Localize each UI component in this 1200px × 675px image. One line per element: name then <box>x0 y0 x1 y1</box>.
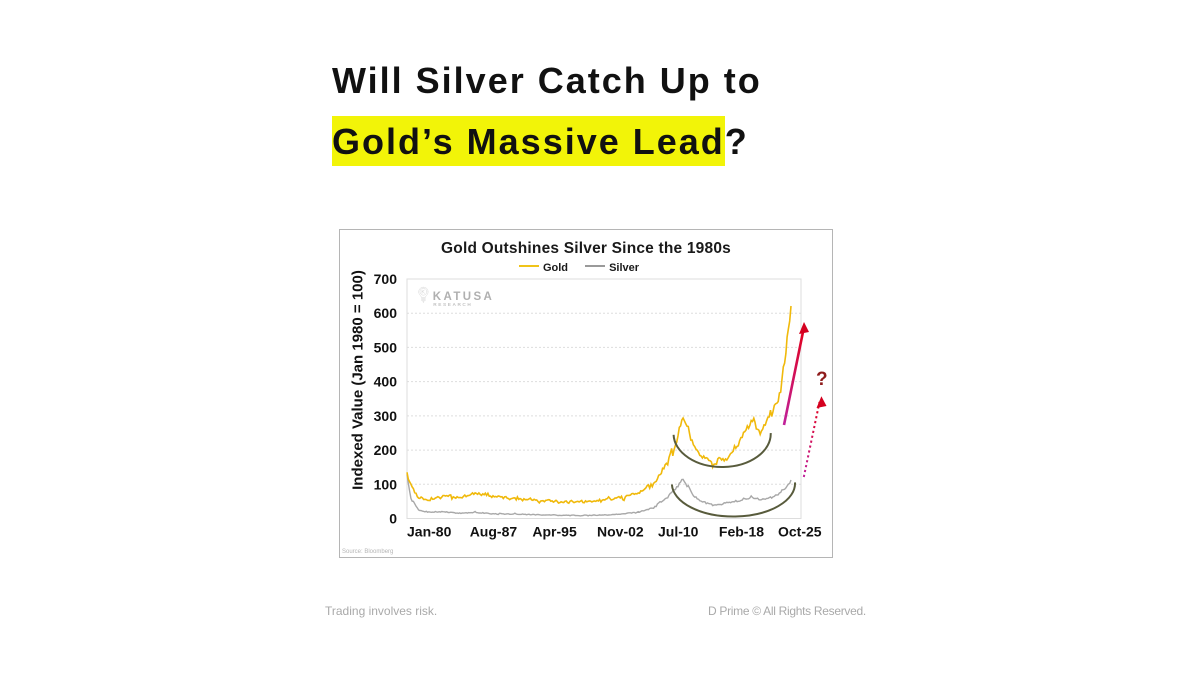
svg-text:0: 0 <box>389 511 397 527</box>
svg-text:Feb-18: Feb-18 <box>719 524 764 540</box>
svg-text:Nov-02: Nov-02 <box>597 524 644 540</box>
svg-text:Apr-95: Apr-95 <box>532 524 577 540</box>
svg-text:Source: Bloomberg: Source: Bloomberg <box>342 549 393 555</box>
svg-text:Jan-80: Jan-80 <box>407 524 452 540</box>
svg-text:600: 600 <box>374 305 398 321</box>
svg-text:Oct-25: Oct-25 <box>778 524 822 540</box>
svg-text:RESEARCH: RESEARCH <box>433 302 472 307</box>
svg-text:400: 400 <box>374 374 398 390</box>
svg-text:100: 100 <box>374 476 398 492</box>
svg-text:500: 500 <box>374 339 398 355</box>
svg-text:Aug-87: Aug-87 <box>470 524 518 540</box>
svg-text:Jul-10: Jul-10 <box>658 524 699 540</box>
svg-text:?: ? <box>816 369 828 390</box>
svg-text:200: 200 <box>374 442 398 458</box>
svg-text:700: 700 <box>374 271 398 287</box>
svg-text:300: 300 <box>374 408 398 424</box>
